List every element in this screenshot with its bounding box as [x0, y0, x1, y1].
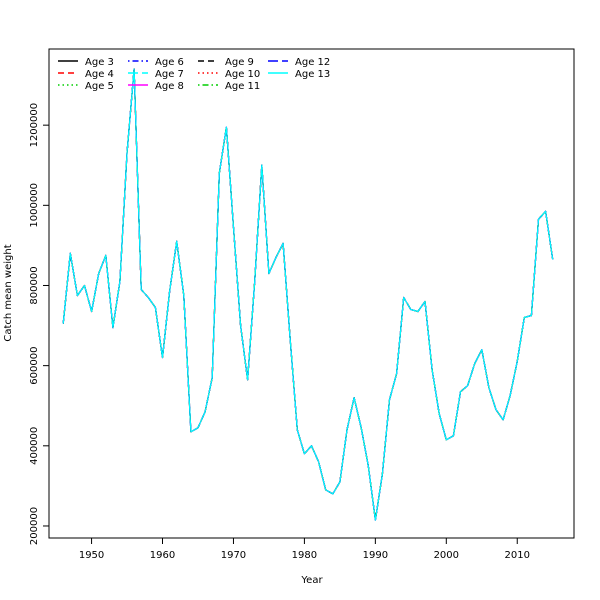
x-tick-label: 1960 — [150, 550, 175, 561]
y-tick-label: 1000000 — [29, 183, 40, 228]
x-tick-label: 2010 — [505, 550, 530, 561]
y-tick-label: 600000 — [29, 347, 40, 385]
y-tick-label: 400000 — [29, 427, 40, 465]
legend-label: Age 5 — [85, 81, 114, 92]
legend-label: Age 12 — [295, 57, 330, 68]
legend-label: Age 4 — [85, 69, 114, 80]
legend-label: Age 6 — [155, 57, 184, 68]
x-tick-label: 1950 — [79, 550, 104, 561]
y-tick-label: 1200000 — [29, 103, 40, 148]
legend-label: Age 9 — [225, 57, 254, 68]
legend-label: Age 13 — [295, 69, 330, 80]
y-axis-label: Catch mean weight — [3, 244, 14, 341]
y-axis: 200000 400000 600000 800000 1000000 1200000 — [29, 103, 49, 545]
legend-label: Age 11 — [225, 81, 260, 92]
legend-label: Age 8 — [155, 81, 184, 92]
x-axis-label: Year — [300, 575, 323, 586]
x-axis: 1950 1960 1970 1980 1990 2000 2010 — [79, 538, 530, 561]
series-line-age-13 — [62, 68, 554, 521]
x-tick-label: 1980 — [292, 550, 317, 561]
x-tick-label: 1970 — [221, 550, 246, 561]
legend-label: Age 3 — [85, 57, 114, 68]
y-tick-label: 800000 — [29, 266, 40, 304]
x-tick-label: 1990 — [363, 550, 388, 561]
x-tick-label: 2000 — [434, 550, 459, 561]
legend-label: Age 7 — [155, 69, 184, 80]
series-lines — [62, 68, 554, 521]
legend-label: Age 10 — [225, 69, 260, 80]
y-tick-label: 200000 — [29, 507, 40, 545]
plot-area-frame — [48, 48, 575, 539]
